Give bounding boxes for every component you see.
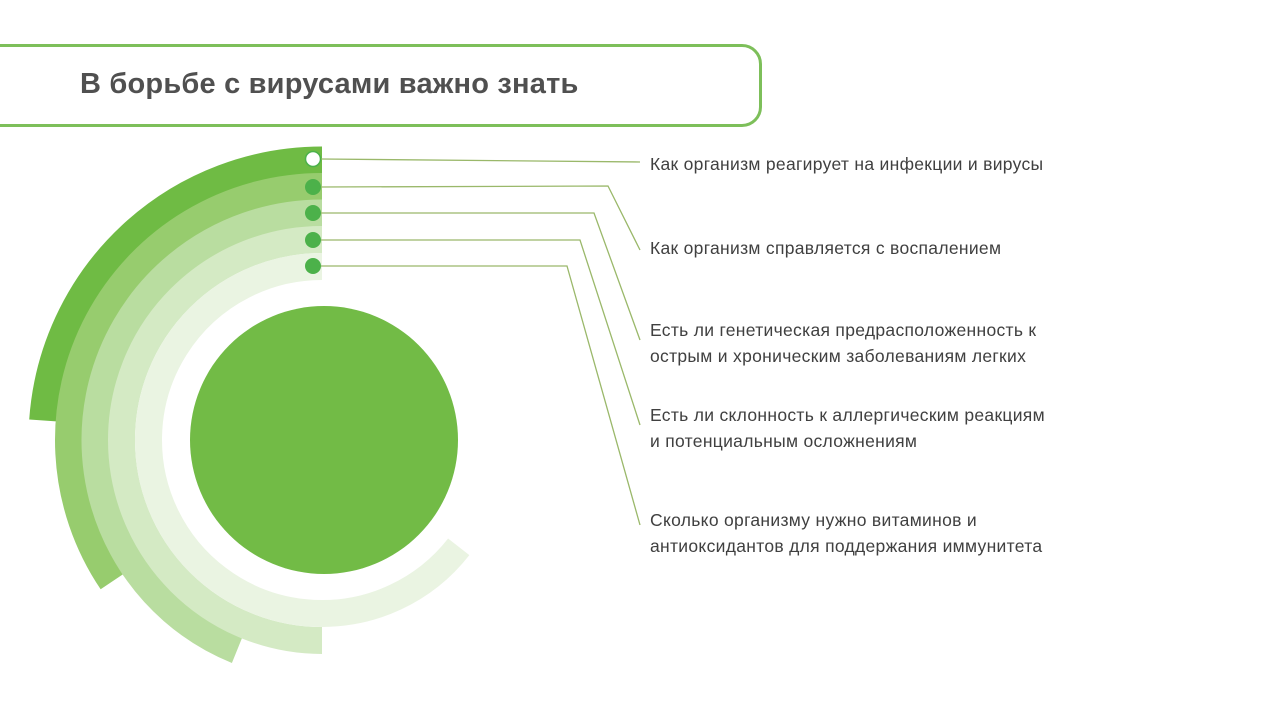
list-item-3: Есть ли генетическая предрасположенность…: [650, 317, 1036, 369]
connector-line-5: [321, 265, 641, 526]
marker-dot-1: [304, 150, 322, 168]
connector-line-2: [320, 185, 641, 251]
connector-line-3: [321, 212, 641, 341]
connector-line-4: [321, 239, 641, 426]
item-text: Как организм реагирует на инфекции и вир…: [650, 154, 1044, 174]
item-text: Есть ли генетическая предрасположенность…: [650, 320, 1037, 340]
ring-5: [135, 253, 470, 627]
marker-dot-5: [305, 258, 321, 274]
ring-3: [81, 199, 323, 663]
item-text: антиоксидантов для поддержания иммунитет…: [650, 536, 1043, 556]
ring-2: [55, 173, 323, 590]
list-item-5: Сколько организму нужно витаминов и анти…: [650, 507, 1042, 559]
item-text: Есть ли склонность к аллергическим реакц…: [650, 405, 1045, 425]
list-item-2: Как организм справляется с воспалением: [650, 235, 1001, 261]
list-item-4: Есть ли склонность к аллергическим реакц…: [650, 402, 1045, 454]
item-text: острым и хроническим заболеваниям легких: [650, 346, 1027, 366]
title-frame: [0, 44, 762, 127]
center-circle: [190, 306, 458, 574]
list-item-1: Как организм реагирует на инфекции и вир…: [650, 151, 1043, 177]
ring-1: [29, 146, 323, 422]
item-text: Сколько организму нужно витаминов и: [650, 510, 977, 530]
ring-4: [108, 226, 323, 654]
item-text: Как организм справляется с воспалением: [650, 238, 1002, 258]
marker-dot-2: [305, 179, 321, 195]
marker-dot-4: [305, 232, 321, 248]
slide-title: В борьбе с вирусами важно знать: [80, 68, 579, 100]
marker-dot-3: [305, 205, 321, 221]
connector-line-1: [320, 158, 641, 163]
item-text: и потенциальным осложнениям: [650, 431, 918, 451]
